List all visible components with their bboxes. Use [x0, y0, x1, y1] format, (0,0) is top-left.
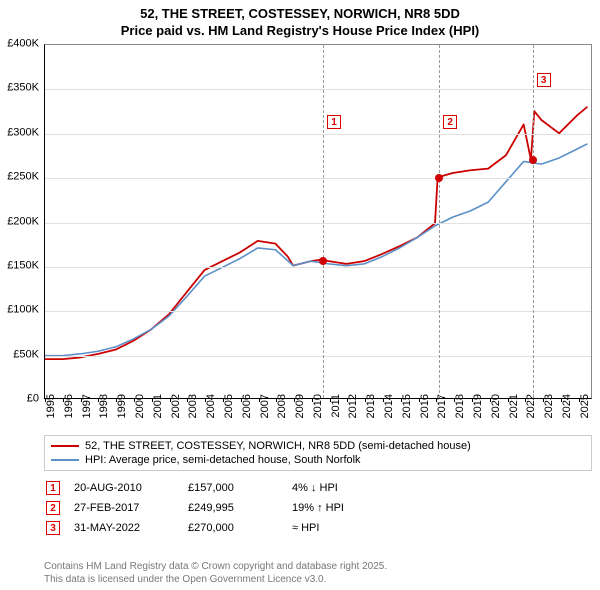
sale-diff: 19% ↑ HPI	[292, 502, 402, 514]
sale-marker-line	[439, 45, 440, 398]
sale-point	[435, 174, 443, 182]
sale-index-box: 1	[46, 481, 60, 495]
x-tick-label: 2007	[259, 394, 271, 434]
sale-point	[529, 156, 537, 164]
table-row: 2 27-FEB-2017 £249,995 19% ↑ HPI	[44, 498, 592, 518]
x-tick-label: 1997	[81, 394, 93, 434]
x-tick-label: 2001	[152, 394, 164, 434]
x-tick-label: 2014	[383, 394, 395, 434]
title-line2: Price paid vs. HM Land Registry's House …	[10, 23, 590, 40]
x-tick-label: 2025	[579, 394, 591, 434]
sale-marker-box: 3	[537, 73, 551, 87]
x-tick-label: 2005	[223, 394, 235, 434]
y-tick-label: £100K	[0, 305, 42, 316]
sale-date: 20-AUG-2010	[74, 482, 174, 494]
y-tick-label: £400K	[0, 39, 42, 50]
y-tick-label: £300K	[0, 127, 42, 138]
legend-label: 52, THE STREET, COSTESSEY, NORWICH, NR8 …	[85, 440, 471, 452]
sales-table: 1 20-AUG-2010 £157,000 4% ↓ HPI 2 27-FEB…	[44, 478, 592, 538]
x-tick-label: 2015	[401, 394, 413, 434]
chart-title: 52, THE STREET, COSTESSEY, NORWICH, NR8 …	[0, 0, 600, 42]
sale-date: 31-MAY-2022	[74, 522, 174, 534]
x-tick-label: 2022	[525, 394, 537, 434]
x-tick-label: 2020	[490, 394, 502, 434]
x-tick-label: 2019	[472, 394, 484, 434]
x-tick-label: 2004	[205, 394, 217, 434]
x-tick-label: 2021	[508, 394, 520, 434]
x-tick-label: 2009	[294, 394, 306, 434]
gridline	[45, 356, 591, 357]
x-tick-label: 2017	[436, 394, 448, 434]
legend-box: 52, THE STREET, COSTESSEY, NORWICH, NR8 …	[44, 435, 592, 471]
x-tick-label: 2011	[330, 394, 342, 434]
legend-label: HPI: Average price, semi-detached house,…	[85, 454, 361, 466]
sale-price: £157,000	[188, 482, 278, 494]
sale-date: 27-FEB-2017	[74, 502, 174, 514]
sale-marker-box: 1	[327, 115, 341, 129]
sale-index-box: 3	[46, 521, 60, 535]
sale-marker-line	[323, 45, 324, 398]
x-tick-label: 2003	[187, 394, 199, 434]
series-property	[45, 107, 587, 359]
x-tick-label: 2012	[347, 394, 359, 434]
legend-item: HPI: Average price, semi-detached house,…	[51, 453, 585, 467]
gridline	[45, 267, 591, 268]
legend-swatch	[51, 445, 79, 447]
x-tick-label: 1995	[45, 394, 57, 434]
table-row: 1 20-AUG-2010 £157,000 4% ↓ HPI	[44, 478, 592, 498]
attribution-text: Contains HM Land Registry data © Crown c…	[44, 561, 592, 586]
x-tick-label: 1999	[116, 394, 128, 434]
attribution-line2: This data is licensed under the Open Gov…	[44, 574, 592, 587]
x-tick-label: 2010	[312, 394, 324, 434]
title-line1: 52, THE STREET, COSTESSEY, NORWICH, NR8 …	[10, 6, 590, 23]
gridline	[45, 134, 591, 135]
x-tick-label: 2016	[419, 394, 431, 434]
gridline	[45, 311, 591, 312]
x-tick-label: 1996	[63, 394, 75, 434]
x-tick-label: 2018	[454, 394, 466, 434]
y-tick-label: £0	[0, 394, 42, 405]
sale-marker-box: 2	[443, 115, 457, 129]
x-tick-label: 2002	[170, 394, 182, 434]
x-tick-label: 2024	[561, 394, 573, 434]
x-tick-label: 2008	[276, 394, 288, 434]
legend-item: 52, THE STREET, COSTESSEY, NORWICH, NR8 …	[51, 439, 585, 453]
y-tick-label: £150K	[0, 260, 42, 271]
y-tick-label: £50K	[0, 349, 42, 360]
sale-diff: 4% ↓ HPI	[292, 482, 402, 494]
sale-marker-line	[533, 45, 534, 398]
sale-point	[319, 257, 327, 265]
legend-swatch	[51, 459, 79, 461]
x-tick-label: 1998	[98, 394, 110, 434]
y-tick-label: £200K	[0, 216, 42, 227]
gridline	[45, 89, 591, 90]
gridline	[45, 223, 591, 224]
sale-price: £249,995	[188, 502, 278, 514]
y-tick-label: £250K	[0, 172, 42, 183]
sale-diff: ≈ HPI	[292, 522, 402, 534]
x-tick-label: 2023	[543, 394, 555, 434]
attribution-line1: Contains HM Land Registry data © Crown c…	[44, 561, 592, 574]
chart-svg	[45, 45, 591, 398]
sale-index-box: 2	[46, 501, 60, 515]
table-row: 3 31-MAY-2022 £270,000 ≈ HPI	[44, 518, 592, 538]
sale-price: £270,000	[188, 522, 278, 534]
x-tick-label: 2000	[134, 394, 146, 434]
chart-plot-area: 1995199619971998199920002001200220032004…	[44, 44, 592, 399]
y-tick-label: £350K	[0, 83, 42, 94]
x-tick-label: 2006	[241, 394, 253, 434]
x-tick-label: 2013	[365, 394, 377, 434]
series-hpi	[45, 144, 587, 356]
gridline	[45, 178, 591, 179]
